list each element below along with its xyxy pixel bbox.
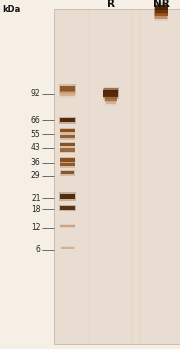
Text: 29: 29 (31, 171, 40, 180)
Bar (60, 118, 75, 122)
Bar (155, 10, 168, 16)
Bar (60, 91, 75, 96)
Text: 92: 92 (31, 89, 40, 98)
Bar (60, 135, 75, 138)
Text: 55: 55 (31, 130, 40, 139)
Text: 12: 12 (31, 223, 40, 232)
Text: 18: 18 (31, 205, 40, 214)
Bar (104, 95, 117, 102)
Bar (105, 99, 117, 106)
Bar (154, 12, 168, 21)
Text: 66: 66 (31, 116, 40, 125)
Bar (61, 171, 74, 174)
Bar (103, 90, 118, 97)
Bar (59, 84, 76, 94)
Text: 21: 21 (31, 194, 40, 203)
Bar (60, 224, 75, 228)
Bar (60, 86, 75, 92)
Bar (54, 9, 180, 344)
Bar (60, 129, 75, 132)
Bar (60, 163, 75, 166)
Text: 6: 6 (36, 245, 40, 254)
Text: 36: 36 (31, 158, 40, 168)
Bar (59, 89, 76, 98)
Bar (154, 2, 168, 16)
Bar (105, 96, 117, 101)
Text: NR: NR (153, 0, 170, 9)
Bar (60, 158, 75, 162)
Text: R: R (107, 0, 115, 9)
Bar (59, 192, 76, 201)
Bar (60, 143, 75, 146)
Bar (60, 206, 75, 210)
Bar (155, 5, 168, 13)
Bar (60, 142, 75, 147)
Bar (60, 246, 75, 249)
Bar (155, 14, 167, 19)
Bar (104, 88, 118, 92)
Bar (154, 8, 168, 19)
Bar (59, 117, 76, 124)
Bar (61, 247, 74, 248)
Bar (60, 147, 75, 153)
Text: kDa: kDa (2, 5, 20, 14)
Bar (60, 128, 75, 134)
Text: 43: 43 (31, 143, 40, 153)
Bar (60, 157, 75, 163)
Bar (60, 194, 75, 199)
Bar (60, 134, 75, 140)
Bar (103, 88, 119, 99)
Bar (60, 170, 75, 176)
Bar (60, 225, 75, 227)
Bar (60, 149, 75, 151)
Bar (60, 162, 75, 168)
Bar (59, 205, 76, 211)
Bar (103, 87, 119, 93)
Bar (106, 101, 116, 104)
